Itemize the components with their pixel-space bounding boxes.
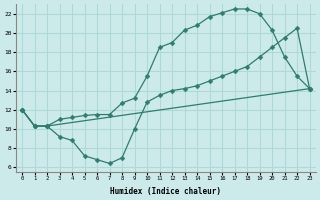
X-axis label: Humidex (Indice chaleur): Humidex (Indice chaleur) <box>110 187 221 196</box>
